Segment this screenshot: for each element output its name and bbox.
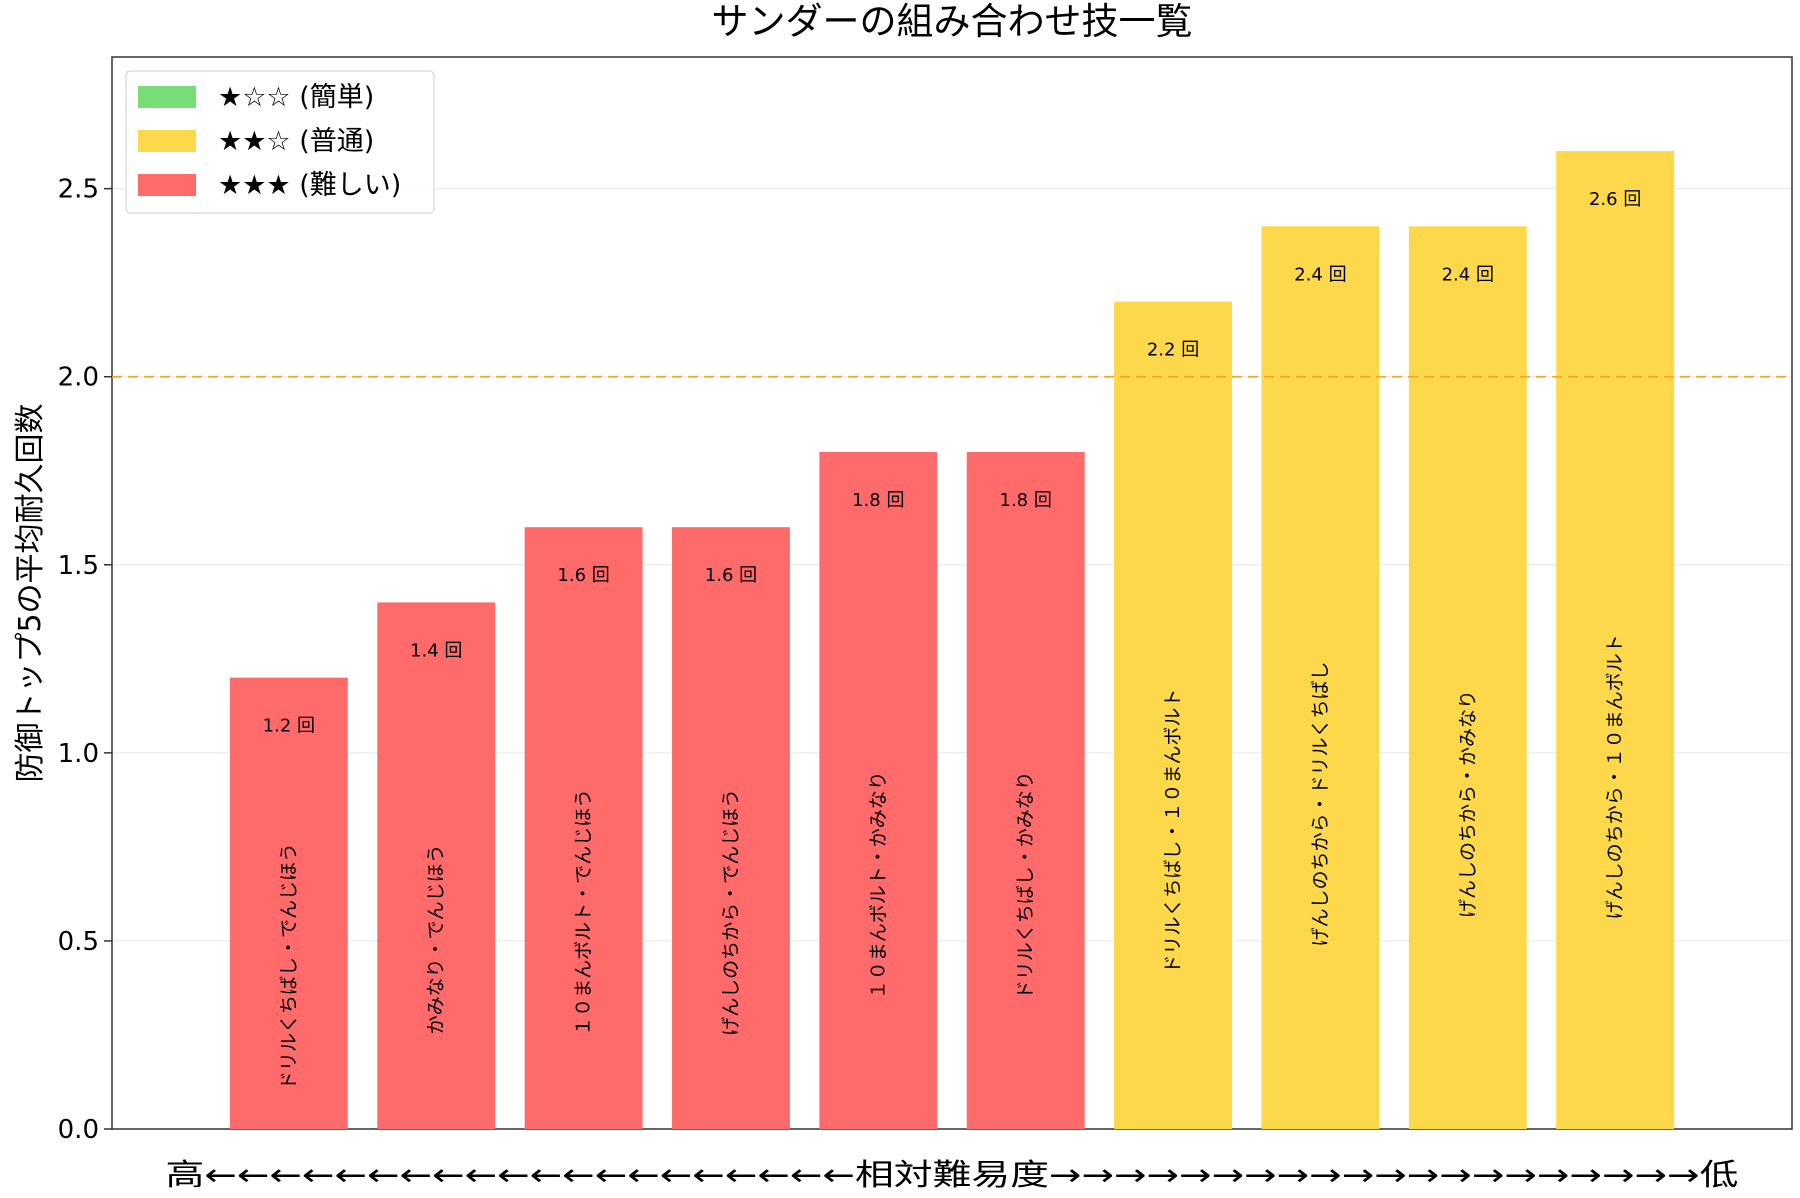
bar-name-label: げんしのちから・ドリルくちばし — [1309, 662, 1331, 947]
y-tick-label: 0.5 — [58, 927, 99, 957]
bar — [377, 602, 496, 1129]
gridlines — [112, 188, 1792, 1130]
legend-label: ★★★ (難しい) — [218, 170, 401, 201]
plot-area — [111, 56, 1793, 1130]
y-axis-label: 防御トップ5の平均耐久回数 — [13, 403, 48, 782]
bar — [672, 527, 790, 1129]
y-tick-label: 2.0 — [58, 363, 99, 393]
y-tick-label: 0.0 — [58, 1115, 99, 1145]
legend-swatch — [138, 86, 196, 108]
legend: ★☆☆ (簡単) ★★☆ (普通) ★★★ (難しい) — [125, 70, 435, 214]
bar-value-label: 1.8 回 — [852, 490, 904, 511]
legend-swatch — [138, 130, 196, 152]
legend-box — [125, 70, 435, 214]
bar-value-label: 1.6 回 — [705, 565, 757, 586]
bar — [229, 677, 348, 1129]
bar-value-label: 2.2 回 — [1147, 339, 1199, 360]
y-tick-label: 1.0 — [58, 739, 99, 769]
bar-value-label: 2.4 回 — [1442, 264, 1494, 285]
bar-value-label: 1.6 回 — [557, 565, 609, 586]
bar — [1114, 301, 1232, 1130]
bar-value-label: 1.4 回 — [410, 640, 462, 661]
y-axis-ticks: 0.0 0.5 1.0 1.5 2.0 2.5 — [58, 175, 112, 1145]
bar-name-label: ドリルくちばし・かみなり — [1015, 771, 1037, 999]
y-tick-label: 1.5 — [58, 551, 99, 581]
bar-value-label: 1.8 回 — [1000, 490, 1052, 511]
chart-title: サンダーの組み合わせ技一覧 — [712, 0, 1193, 43]
legend-swatch — [138, 174, 196, 196]
bar — [1556, 151, 1675, 1129]
bar — [966, 451, 1085, 1129]
y-tick-label: 2.5 — [58, 175, 99, 205]
bar-value-label: 2.6 回 — [1589, 189, 1641, 210]
bar-name-label: １０まんボルト・かみなり — [867, 771, 889, 999]
bar-name-label: げんしのちから・かみなり — [1457, 690, 1479, 918]
bar-name-label: ドリルくちばし・でんじほう — [278, 843, 300, 1090]
bar-name-label: げんしのちから・１０まんボルト — [1604, 634, 1626, 919]
legend-label: ★☆☆ (簡単) — [218, 82, 374, 113]
bar — [819, 451, 938, 1129]
bar-name-label: かみなり・でんじほう — [425, 844, 447, 1034]
legend-label: ★★☆ (普通) — [218, 126, 374, 157]
bar-value-label: 1.2 回 — [263, 716, 315, 737]
x-axis-label: 高←←←←←←←←←←←←←←←←←←←←相対難易度→→→→→→→→→→→→→→… — [166, 1158, 1739, 1193]
bar — [1408, 226, 1527, 1129]
bar-name-label: ドリルくちばし・１０まんボルト — [1162, 689, 1184, 974]
bar-name-label: げんしのちから・でんじほう — [720, 789, 742, 1036]
bar-value-label: 2.4 回 — [1294, 264, 1346, 285]
bar-name-label: １０まんボルト・でんじほう — [573, 789, 595, 1036]
bar — [524, 527, 643, 1129]
